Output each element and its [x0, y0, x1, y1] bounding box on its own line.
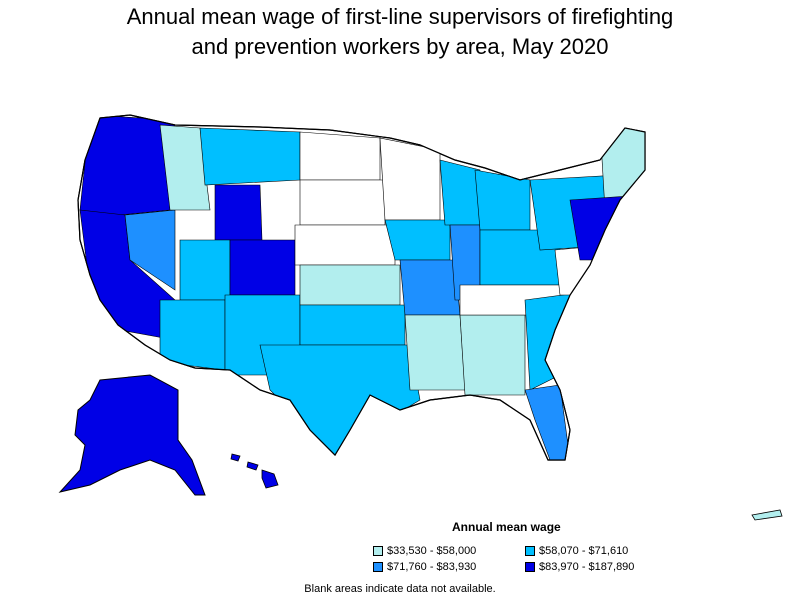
title-line-2: and prevention workers by area, May 2020: [191, 34, 609, 59]
puerto-rico: [751, 509, 783, 521]
legend-swatch-2: [525, 546, 535, 556]
legend-label-4: $83,970 - $187,890: [539, 561, 635, 573]
us-map: [58, 114, 783, 521]
legend-item-1: $33,530 - $58,000: [373, 545, 476, 557]
map-title: Annual mean wage of first-line superviso…: [0, 2, 800, 62]
legend-label-3: $71,760 - $83,930: [387, 561, 477, 573]
data-availability-note: Blank areas indicate data not available.: [304, 583, 496, 595]
hawaii: [230, 453, 279, 489]
region-north-dakota: [299, 131, 381, 181]
legend-label-2: $58,070 - $71,610: [539, 545, 629, 557]
legend-item-2: $58,070 - $71,610: [525, 545, 628, 557]
alaska: [58, 374, 206, 496]
region-mississippi-alabama: [459, 314, 526, 396]
region-south-dakota: [299, 179, 386, 226]
region-wisconsin: [439, 159, 481, 226]
region-kansas: [299, 264, 401, 306]
region-georgia-carolinas: [524, 289, 601, 391]
region-utah: [179, 239, 231, 301]
legend-item-4: $83,970 - $187,890: [525, 561, 634, 573]
region-idaho: [159, 124, 211, 211]
region-nebraska: [294, 224, 396, 266]
region-wyoming: [214, 184, 263, 241]
legend-item-3: $71,760 - $83,930: [373, 561, 476, 573]
region-missouri: [399, 259, 461, 316]
region-oklahoma: [299, 304, 406, 346]
legend-swatch-1: [373, 546, 383, 556]
region-northeast-corridor: [569, 194, 645, 261]
region-colorado: [229, 239, 296, 296]
legend-title: Annual mean wage: [452, 520, 561, 534]
region-texas: [259, 344, 421, 460]
legend-swatch-3: [373, 562, 383, 572]
title-line-1: Annual mean wage of first-line superviso…: [126, 4, 674, 29]
region-arkansas-louisiana: [404, 314, 466, 391]
region-montana: [199, 127, 301, 186]
region-nevada: [124, 209, 176, 291]
region-iowa: [384, 219, 451, 261]
legend-swatch-4: [525, 562, 535, 572]
legend-label-1: $33,530 - $58,000: [387, 545, 477, 557]
region-florida: [524, 384, 571, 460]
